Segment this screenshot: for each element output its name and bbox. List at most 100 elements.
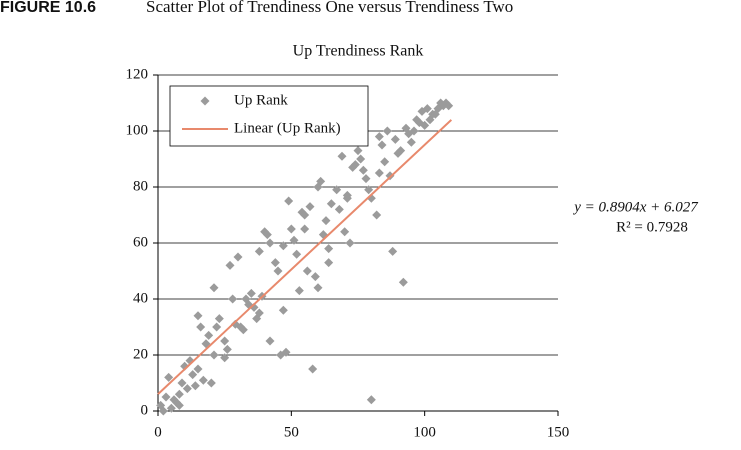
figure-label: FIGURE 10.6: [0, 0, 96, 16]
point: [204, 330, 214, 340]
point: [422, 104, 432, 114]
point: [286, 224, 296, 234]
point: [409, 126, 419, 136]
point: [228, 294, 238, 304]
y-tick-label: 0: [141, 402, 149, 418]
point: [177, 378, 187, 388]
x-tick-label: 150: [547, 424, 570, 440]
point: [390, 134, 400, 144]
point: [334, 204, 344, 214]
point: [294, 286, 304, 296]
point: [222, 344, 232, 354]
point: [278, 305, 288, 315]
chart-title: Up Trendiness Rank: [293, 43, 424, 60]
point: [262, 230, 272, 240]
point: [358, 165, 368, 175]
point: [398, 277, 408, 287]
point: [238, 325, 248, 335]
point: [444, 101, 454, 111]
point: [337, 151, 347, 161]
point: [316, 176, 326, 186]
point: [273, 266, 283, 276]
point: [278, 241, 288, 251]
point: [164, 372, 174, 382]
point: [345, 238, 355, 248]
point: [158, 406, 168, 416]
point: [209, 283, 219, 293]
point: [366, 395, 376, 405]
point: [281, 347, 291, 357]
point: [310, 272, 320, 282]
point: [188, 370, 198, 380]
point: [292, 249, 302, 259]
y-tick-label: 120: [126, 66, 149, 82]
point: [166, 403, 176, 413]
point: [396, 146, 406, 156]
point: [254, 246, 264, 256]
point: [332, 185, 342, 195]
point: [340, 227, 350, 237]
y-tick-label: 20: [133, 346, 148, 362]
r-squared: R² = 0.7928: [616, 219, 688, 235]
point: [289, 235, 299, 245]
point: [350, 160, 360, 170]
point: [324, 258, 334, 268]
point: [305, 202, 315, 212]
point: [356, 154, 366, 164]
point: [326, 199, 336, 209]
point: [374, 168, 384, 178]
point: [321, 216, 331, 226]
legend-label: Up Rank: [234, 92, 288, 108]
point: [206, 378, 216, 388]
point: [374, 132, 384, 142]
point: [174, 400, 184, 410]
point: [233, 252, 243, 262]
y-tick-label: 40: [133, 290, 148, 306]
point: [209, 350, 219, 360]
point: [212, 322, 222, 332]
point: [265, 238, 275, 248]
y-tick-label: 100: [126, 122, 149, 138]
point: [406, 137, 416, 147]
point: [161, 392, 171, 402]
point: [353, 146, 363, 156]
point: [420, 120, 430, 130]
legend-label: Linear (Up Rank): [234, 120, 341, 136]
point: [225, 260, 235, 270]
point: [265, 336, 275, 346]
point: [254, 308, 264, 318]
point: [300, 210, 310, 220]
point: [342, 190, 352, 200]
point: [324, 244, 334, 254]
point: [220, 353, 230, 363]
point: [300, 224, 310, 234]
y-tick-label: 80: [133, 178, 148, 194]
point: [246, 288, 256, 298]
point: [270, 258, 280, 268]
legend-box: [169, 85, 369, 147]
y-tick-label: 60: [133, 234, 148, 250]
point: [308, 364, 318, 374]
point: [380, 157, 390, 167]
equation: y = 0.8904x + 6.027: [572, 199, 699, 215]
point: [361, 174, 371, 184]
point: [174, 389, 184, 399]
trend-line: [157, 119, 453, 395]
point: [193, 364, 203, 374]
point: [364, 185, 374, 195]
point: [313, 283, 323, 293]
x-tick-label: 100: [413, 424, 436, 440]
point: [377, 140, 387, 150]
figure-caption: Scatter Plot of Trendiness One versus Tr…: [146, 0, 513, 16]
x-tick-label: 50: [284, 424, 299, 440]
point: [302, 266, 312, 276]
point: [372, 210, 382, 220]
point: [190, 381, 200, 391]
point: [196, 322, 206, 332]
point: [193, 311, 203, 321]
point: [220, 336, 230, 346]
x-tick-label: 0: [154, 424, 162, 440]
point: [388, 246, 398, 256]
